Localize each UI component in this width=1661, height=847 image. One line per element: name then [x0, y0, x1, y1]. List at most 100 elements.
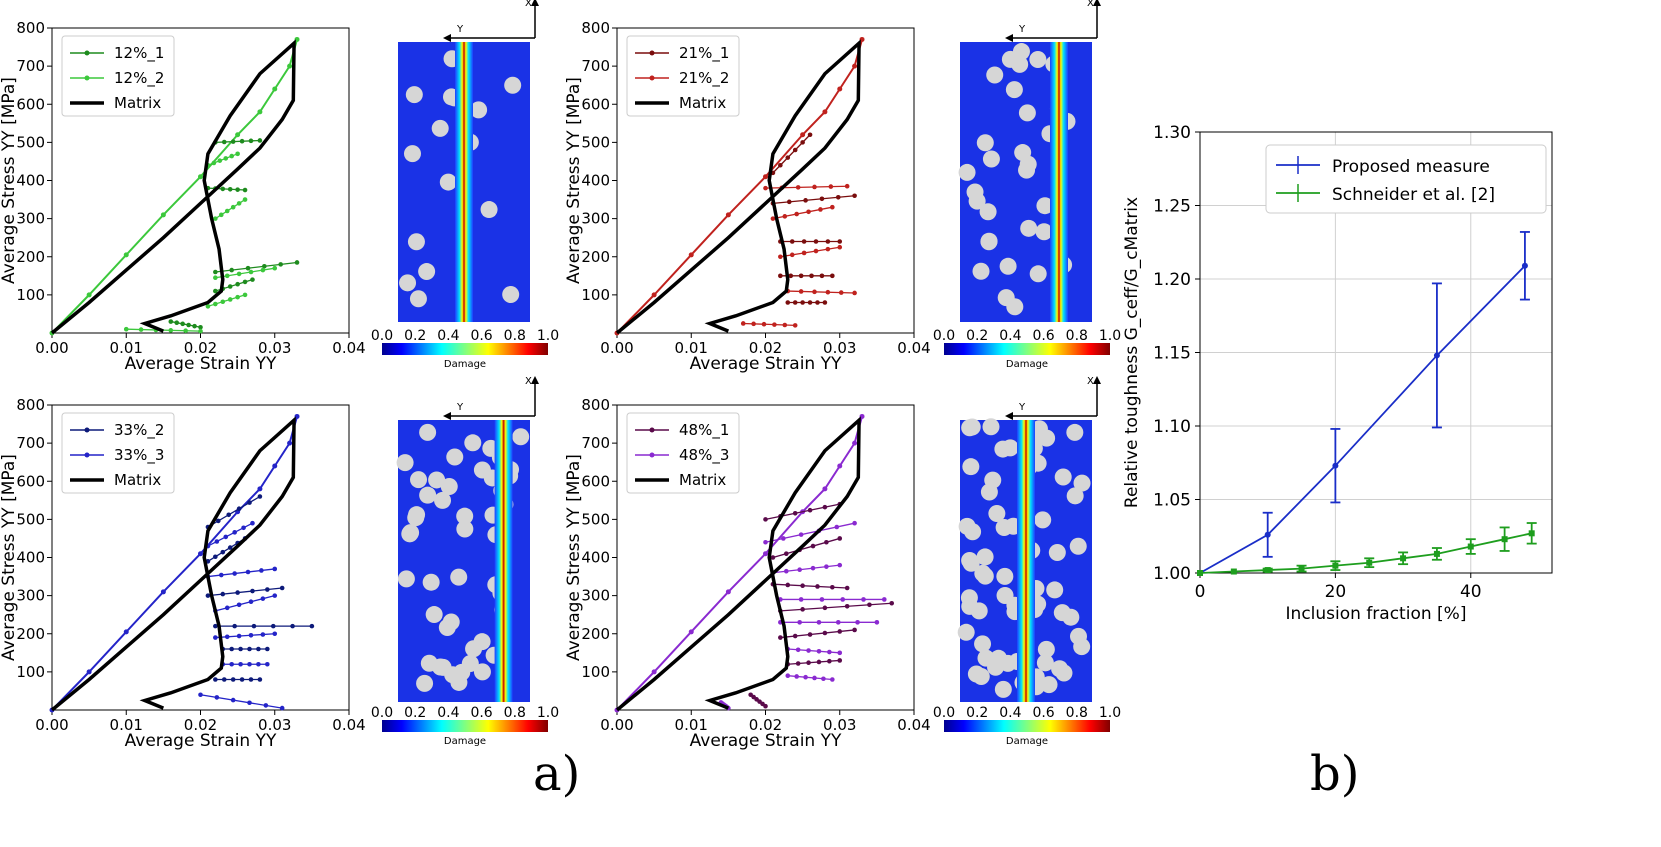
series-line-21%_2 [616, 39, 863, 334]
arrowhead [443, 34, 451, 42]
branch-point [816, 648, 822, 654]
axis-x-letter: X [1087, 0, 1094, 9]
branch-point [257, 677, 263, 682]
inclusion [418, 263, 436, 281]
inclusion [480, 201, 498, 219]
colorbar [944, 720, 1110, 732]
chart-panel-a2: 0.00 0.01 0.02 0.03 0.04 100 200 300 400 500 600 70… [564, 19, 931, 374]
legend-marker [649, 75, 655, 81]
branch-point [824, 539, 829, 545]
map-background [960, 42, 1092, 322]
inclusion [1035, 223, 1053, 241]
branch-point [800, 140, 805, 145]
inclusion [1073, 474, 1091, 492]
branch-point [230, 697, 236, 703]
inclusion [997, 289, 1015, 307]
branch-point [783, 568, 789, 574]
branch-point [248, 138, 254, 144]
inclusion [958, 163, 976, 181]
branch-point [236, 271, 242, 277]
y-tick-label: 400 [581, 549, 610, 567]
y-tick-label: 800 [581, 396, 610, 414]
series-point [257, 486, 263, 492]
y-tick-label: 300 [16, 587, 45, 605]
x-axis-label: Average Strain YY [690, 354, 842, 374]
branch-point [236, 633, 242, 639]
branch-point [262, 263, 267, 269]
colorbar-tick: 0.8 [504, 328, 526, 344]
colorbar-tick: 1.0 [1099, 328, 1121, 344]
legend-label: 21%_2 [679, 69, 729, 88]
branch-point [235, 151, 240, 157]
branch-line [772, 195, 855, 205]
x-tick-label: 0.01 [110, 339, 143, 357]
branch-point [192, 323, 197, 329]
inclusion [1029, 51, 1047, 69]
x-axis-label: Average Strain YY [125, 731, 277, 751]
branch-point [822, 605, 828, 611]
branch-point [844, 183, 850, 189]
branch-point [830, 677, 835, 682]
inclusion [434, 491, 452, 509]
y-tick-label: 600 [581, 95, 610, 113]
branch-point [792, 323, 798, 328]
legend-marker [649, 50, 655, 56]
colorbar-tick: 0.4 [437, 705, 459, 721]
branch-point [797, 620, 802, 625]
branch-point [763, 539, 768, 545]
inclusion [979, 203, 997, 221]
colorbar-tick: 0.0 [371, 328, 393, 344]
branch-point [230, 677, 236, 682]
inclusion [397, 570, 415, 588]
data-point [1528, 530, 1535, 537]
inclusion [512, 428, 530, 446]
inclusion [963, 418, 981, 436]
x-tick-label: 0.00 [35, 339, 68, 357]
inclusion [416, 674, 434, 692]
branch-point [214, 539, 220, 544]
branch-point [783, 551, 789, 556]
branch-point [248, 677, 254, 682]
legend-box [626, 412, 740, 494]
branch-point [174, 320, 180, 326]
series-line-33%_3 [51, 416, 298, 711]
branch-point [183, 328, 188, 334]
arrowhead [1005, 34, 1013, 42]
branch-point [217, 158, 223, 163]
x-tick-label: 0.01 [675, 716, 708, 734]
branch-point [837, 244, 843, 250]
branch-point [825, 289, 831, 295]
x-tick-label: 0.04 [897, 339, 930, 357]
branch-point [810, 543, 816, 549]
x-tick-label: 20 [1325, 582, 1347, 602]
branch-point [770, 216, 776, 221]
inclusion [1037, 640, 1055, 658]
x-tick-label: 0.03 [258, 339, 291, 357]
inclusion [961, 551, 979, 569]
y-axis-label: Average Stress YY [MPa] [564, 77, 584, 284]
inclusion [1005, 81, 1023, 99]
y-tick-label: 1.10 [1153, 417, 1191, 437]
inclusion [403, 145, 421, 163]
inclusion [450, 673, 468, 691]
branch-point [180, 321, 185, 327]
branch-point [830, 584, 835, 590]
y-tick-label: 100 [16, 663, 45, 681]
y-tick-label: 600 [16, 95, 45, 113]
inclusion [1069, 537, 1087, 555]
arrowhead [443, 412, 451, 420]
y-tick-label: 600 [581, 472, 610, 490]
inclusion [960, 589, 978, 607]
x-axis-label: Inclusion fraction [%] [1286, 604, 1467, 624]
data-point [1521, 262, 1528, 269]
branch-point [232, 530, 237, 535]
y-tick-label: 400 [581, 172, 610, 190]
branch-point [248, 269, 254, 275]
series-point [287, 63, 293, 69]
x-axis-label: Average Strain YY [125, 354, 277, 374]
arrowhead [1093, 0, 1101, 6]
legend-label: Matrix [114, 471, 161, 489]
branch-point [798, 597, 804, 602]
branch-point [785, 673, 791, 678]
